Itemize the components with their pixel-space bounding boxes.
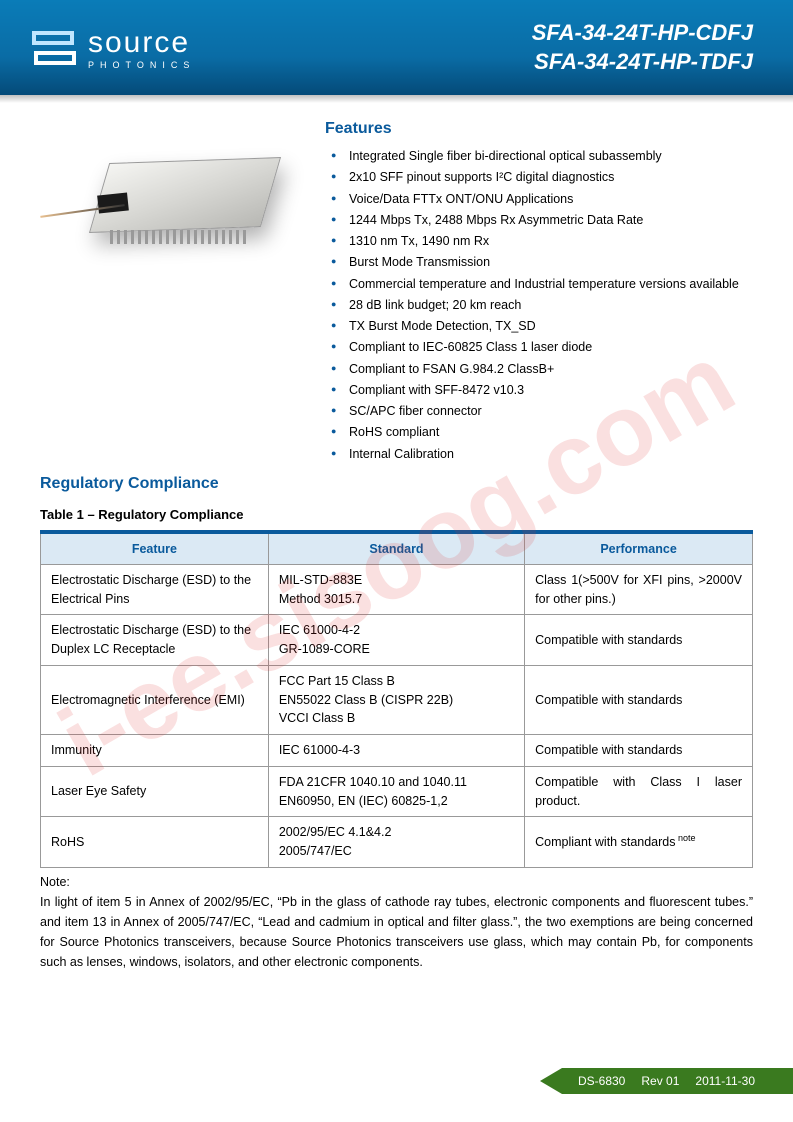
- cell-standard: FDA 21CFR 1040.10 and 1040.11EN60950, EN…: [268, 766, 524, 817]
- cell-performance: Compatible with standards: [525, 615, 753, 666]
- cell-performance: Compatible with standards: [525, 735, 753, 767]
- regulatory-table: Feature Standard Performance Electrostat…: [40, 530, 753, 868]
- company-logo: source PHOTONICS: [30, 26, 195, 70]
- feature-item: 2x10 SFF pinout supports I²C digital dia…: [325, 167, 753, 188]
- th-feature: Feature: [41, 532, 269, 565]
- footer-arrow-icon: [540, 1068, 562, 1094]
- table-header-row: Feature Standard Performance: [41, 532, 753, 565]
- feature-item: Compliant to FSAN G.984.2 ClassB+: [325, 359, 753, 380]
- logo-wordmark: source: [88, 26, 195, 60]
- cell-standard: IEC 61000-4-3: [268, 735, 524, 767]
- feature-item: Internal Calibration: [325, 444, 753, 465]
- th-standard: Standard: [268, 532, 524, 565]
- feature-item: 28 dB link budget; 20 km reach: [325, 295, 753, 316]
- cell-performance: Class 1(>500V for XFI pins, >2000V for o…: [525, 564, 753, 615]
- logo-subtext: PHOTONICS: [88, 60, 195, 70]
- feature-item: SC/APC fiber connector: [325, 401, 753, 422]
- feature-item: 1244 Mbps Tx, 2488 Mbps Rx Asymmetric Da…: [325, 210, 753, 231]
- cell-feature: Electrostatic Discharge (ESD) to the Dup…: [41, 615, 269, 666]
- th-performance: Performance: [525, 532, 753, 565]
- cell-feature: Electrostatic Discharge (ESD) to the Ele…: [41, 564, 269, 615]
- features-list: Integrated Single fiber bi-directional o…: [325, 146, 753, 465]
- feature-item: TX Burst Mode Detection, TX_SD: [325, 316, 753, 337]
- feature-item: RoHS compliant: [325, 422, 753, 443]
- table-row: Electrostatic Discharge (ESD) to the Dup…: [41, 615, 753, 666]
- features-heading: Features: [325, 120, 753, 138]
- table-row: RoHS2002/95/EC 4.1&4.22005/747/ECComplia…: [41, 817, 753, 868]
- feature-item: Voice/Data FTTx ONT/ONU Applications: [325, 189, 753, 210]
- cell-standard: IEC 61000-4-2GR-1089-CORE: [268, 615, 524, 666]
- note-superscript: note: [676, 833, 696, 843]
- regulatory-heading: Regulatory Compliance: [40, 475, 753, 493]
- footer-revision: Rev 01: [641, 1074, 679, 1088]
- note-block: Note: In light of item 5 in Annex of 200…: [40, 872, 753, 972]
- logo-icon: [30, 27, 78, 69]
- part-numbers: SFA-34-24T-HP-CDFJ SFA-34-24T-HP-TDFJ: [532, 19, 753, 76]
- cell-performance: Compliant with standards note: [525, 817, 753, 868]
- cell-feature: RoHS: [41, 817, 269, 868]
- cell-feature: Immunity: [41, 735, 269, 767]
- feature-item: 1310 nm Tx, 1490 nm Rx: [325, 231, 753, 252]
- note-text: In light of item 5 in Annex of 2002/95/E…: [40, 895, 753, 969]
- table-row: Electromagnetic Interference (EMI)FCC Pa…: [41, 665, 753, 734]
- product-image: [40, 120, 300, 465]
- table-row: Electrostatic Discharge (ESD) to the Ele…: [41, 564, 753, 615]
- footer-date: 2011-11-30: [695, 1074, 755, 1088]
- cell-standard: FCC Part 15 Class BEN55022 Class B (CISP…: [268, 665, 524, 734]
- cell-performance: Compatible with Class I laser product.: [525, 766, 753, 817]
- feature-item: Compliant with SFF-8472 v10.3: [325, 380, 753, 401]
- footer-doc-id: DS-6830: [578, 1074, 625, 1088]
- part-number-2: SFA-34-24T-HP-TDFJ: [532, 48, 753, 77]
- table-row: ImmunityIEC 61000-4-3Compatible with sta…: [41, 735, 753, 767]
- table-row: Laser Eye SafetyFDA 21CFR 1040.10 and 10…: [41, 766, 753, 817]
- feature-item: Integrated Single fiber bi-directional o…: [325, 146, 753, 167]
- feature-item: Compliant to IEC-60825 Class 1 laser dio…: [325, 337, 753, 358]
- cell-performance: Compatible with standards: [525, 665, 753, 734]
- note-label: Note:: [40, 875, 70, 889]
- cell-feature: Laser Eye Safety: [41, 766, 269, 817]
- feature-item: Commercial temperature and Industrial te…: [325, 274, 753, 295]
- feature-item: Burst Mode Transmission: [325, 252, 753, 273]
- table-caption: Table 1 – Regulatory Compliance: [40, 507, 753, 522]
- cell-standard: MIL-STD-883EMethod 3015.7: [268, 564, 524, 615]
- page-footer: DS-6830 Rev 01 2011-11-30: [540, 1068, 793, 1094]
- page-header: source PHOTONICS SFA-34-24T-HP-CDFJ SFA-…: [0, 0, 793, 95]
- cell-feature: Electromagnetic Interference (EMI): [41, 665, 269, 734]
- part-number-1: SFA-34-24T-HP-CDFJ: [532, 19, 753, 48]
- cell-standard: 2002/95/EC 4.1&4.22005/747/EC: [268, 817, 524, 868]
